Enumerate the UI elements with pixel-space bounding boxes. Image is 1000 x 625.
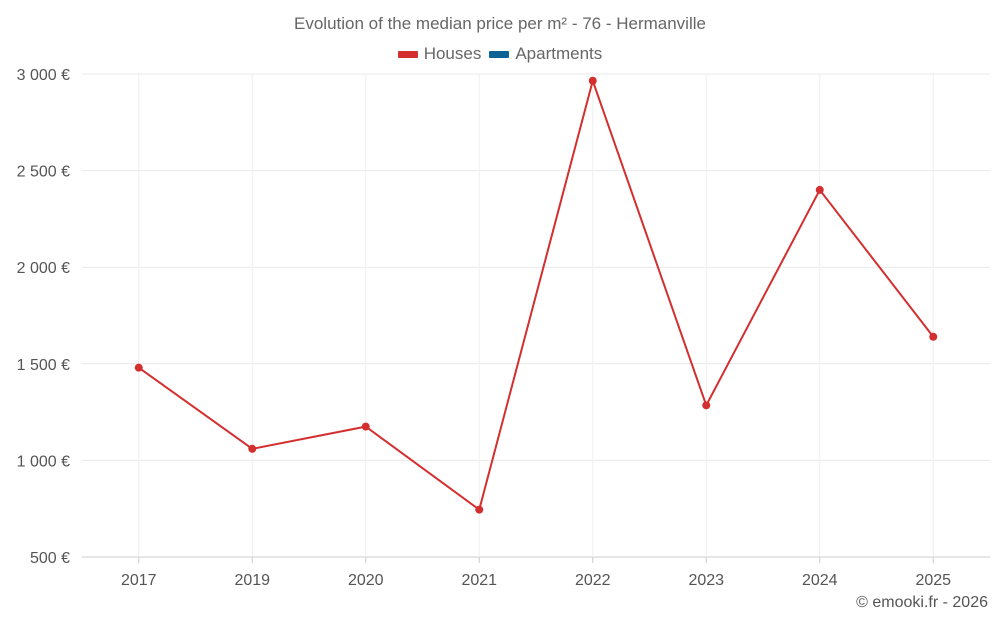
data-point-houses <box>929 332 938 341</box>
legend-item-houses[interactable]: Houses <box>397 44 482 64</box>
series-line-houses <box>138 77 935 512</box>
legend-swatch-houses <box>397 50 418 58</box>
x-tick-label: 2019 <box>234 572 270 589</box>
legend-label-houses: Houses <box>423 44 482 63</box>
legend-swatch-apartments <box>489 50 510 58</box>
x-tick-label: 2017 <box>121 572 157 589</box>
data-point-houses <box>361 422 370 431</box>
x-tick-label: 2020 <box>348 572 384 589</box>
data-point-houses <box>702 401 711 410</box>
data-point-houses <box>475 505 484 514</box>
chart-legend: Houses Apartments <box>0 44 1000 64</box>
x-tick-label: 2023 <box>688 572 724 589</box>
data-point-houses <box>815 185 824 194</box>
y-tick-label: 500 € <box>30 550 70 567</box>
y-tick-label: 2 000 € <box>17 260 70 277</box>
y-tick-label: 3 000 € <box>17 67 70 84</box>
legend-item-apartments[interactable]: Apartments <box>489 44 602 64</box>
x-tick-label: 2022 <box>575 572 611 589</box>
x-tick-label: 2024 <box>802 572 838 589</box>
y-tick-label: 1 500 € <box>17 357 70 374</box>
data-point-houses <box>248 444 257 453</box>
chart-title: Evolution of the median price per m² - 7… <box>294 14 706 33</box>
x-tick-label: 2021 <box>461 572 497 589</box>
y-tick-label: 2 500 € <box>17 164 70 181</box>
data-point-houses <box>134 363 143 372</box>
x-tick-label: 2025 <box>915 572 951 589</box>
credit-text: © emooki.fr - 2026 <box>856 594 988 611</box>
y-tick-label: 1 000 € <box>17 453 70 470</box>
legend-label-apartments: Apartments <box>515 44 603 63</box>
data-point-houses <box>588 76 597 85</box>
